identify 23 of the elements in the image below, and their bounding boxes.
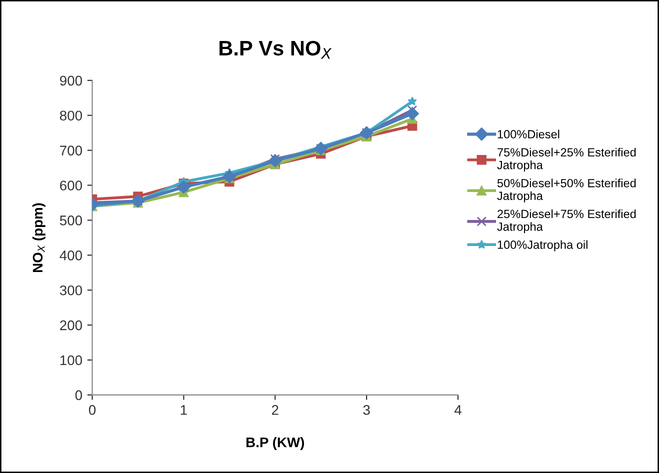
y-tick-label: 600	[60, 180, 82, 190]
legend-label: 50%Diesel+50% Esterified Jatropha	[497, 178, 636, 202]
y-tick-label: 400	[60, 250, 82, 260]
y-tick-label: 100	[60, 355, 82, 366]
chart-title: B.P Vs NO$_{X}$	[220, 40, 332, 59]
x-tick-label: 2	[272, 405, 278, 415]
y-tick-label: 800	[60, 110, 82, 121]
y-tick-label: 500	[60, 216, 82, 226]
y-tick-label: 700	[60, 146, 82, 156]
legend-label: 75%Diesel+25% Esterified Jatropha	[497, 148, 636, 172]
x-tick-label: 4	[454, 405, 462, 415]
y-tick-label: 200	[60, 320, 82, 330]
legend-label: 100%Jatropha oil	[498, 240, 588, 252]
x-tick-label: 0	[88, 405, 96, 415]
x-axis-title: B.P (KW)	[246, 437, 304, 450]
x-tick-label: 1	[180, 405, 187, 415]
y-tick-label: 300	[60, 285, 82, 296]
legend-label: 100%Diesel	[498, 130, 560, 138]
y-tick-label: 0	[75, 390, 82, 400]
y-axis-title: NO$_{X}$ (ppm)	[32, 203, 46, 272]
y-tick-label: 900	[60, 76, 82, 86]
legend-label: 25%Diesel+75% Esterified Jatropha	[497, 209, 636, 234]
x-tick-label: 3	[363, 405, 370, 415]
